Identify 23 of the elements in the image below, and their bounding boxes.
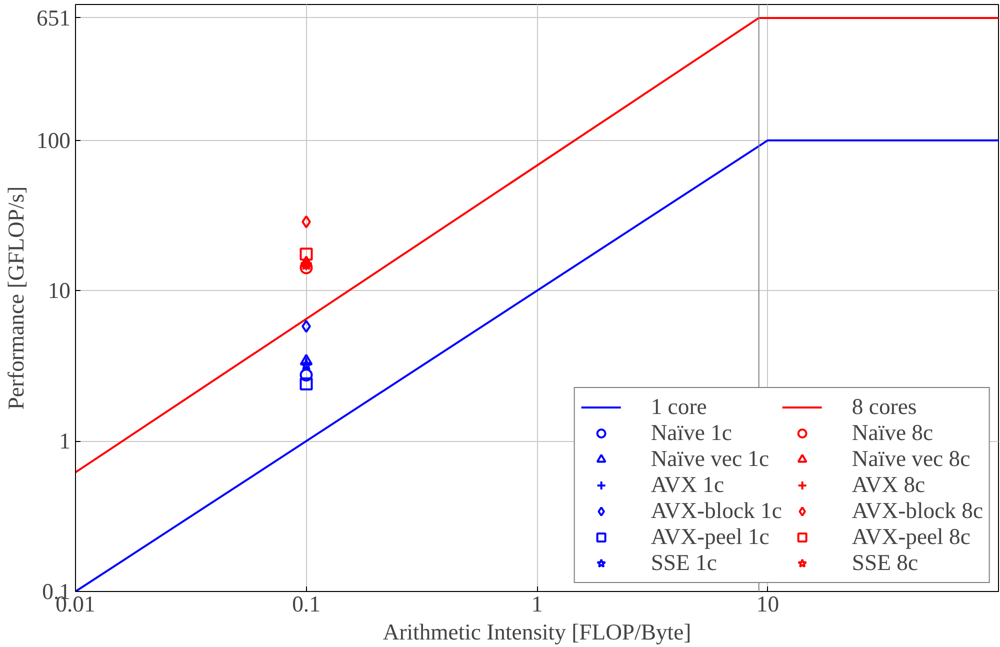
legend-label: SSE 1c [650,550,717,576]
legend-label: Naïve 8c [852,420,934,446]
y-tick-label: 100 [36,128,70,153]
legend-label: AVX-block 8c [852,498,983,524]
legend-label: Naïve vec 1c [650,446,770,472]
x-tick-label: 1 [531,592,543,616]
y-tick-label: 651 [36,5,70,30]
legend-label: AVX-block 1c [650,498,782,524]
legend-label: AVX-peel 8c [852,524,970,550]
legend-label: AVX 1c [650,472,724,498]
x-axis-title: Arithmetic Intensity [FLOP/Byte] [382,620,692,644]
y-tick-label: 10 [48,278,70,304]
legend-label: SSE 8c [852,550,918,576]
legend-label: AVX-peel 1c [650,524,770,550]
legend-label: 1 core [650,394,707,420]
y-tick-label: 1 [59,428,70,454]
legend-label: Naïve vec 8c [852,446,970,472]
legend-label: AVX 8c [852,472,926,498]
legend-label: Naïve 1c [650,420,732,446]
legend-label: 8 cores [852,394,917,420]
x-tick-label: 10 [756,592,780,616]
y-axis-title: Performance [GFLOP/s] [4,186,29,410]
x-tick-label: 0.1 [292,592,320,616]
